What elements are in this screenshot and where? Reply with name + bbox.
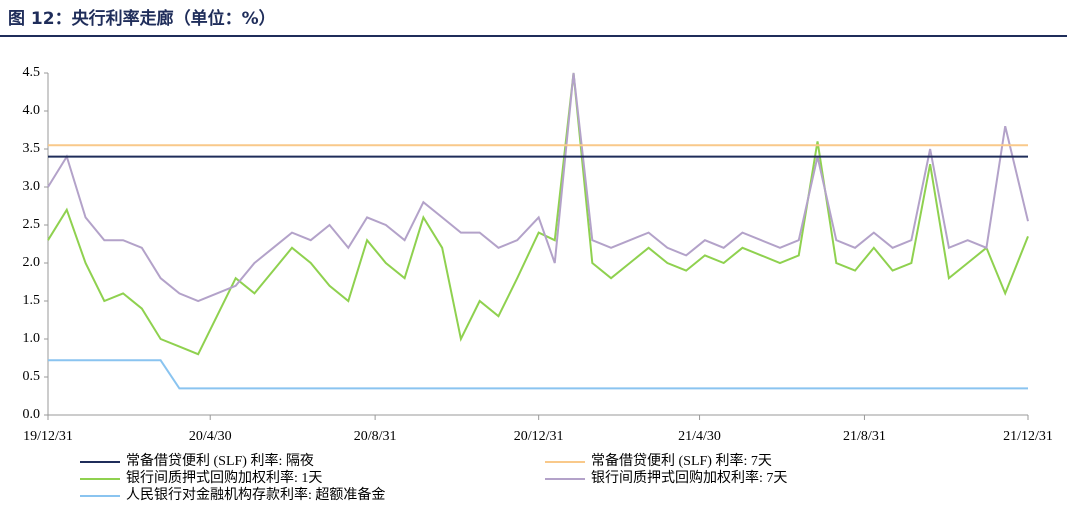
legend-label: 人民银行对金融机构存款利率: 超额准备金	[126, 486, 385, 503]
y-tick-label: 4.5	[23, 65, 41, 80]
y-tick-label: 4.0	[23, 103, 41, 118]
x-tick-label: 21/8/31	[843, 429, 886, 444]
y-tick-label: 1.0	[23, 331, 41, 346]
x-tick-label: 21/12/31	[1003, 429, 1053, 444]
x-tick-label: 21/4/30	[678, 429, 721, 444]
x-tick-label: 19/12/31	[23, 429, 73, 444]
y-tick-label: 3.0	[23, 179, 41, 194]
y-tick-label: 1.5	[23, 293, 41, 308]
y-tick-label: 0.5	[23, 369, 41, 384]
y-tick-label: 3.5	[23, 141, 41, 156]
series-line	[47, 72, 1029, 303]
legend-label: 银行间质押式回购加权利率: 7天	[591, 469, 787, 486]
legend-label: 常备借贷便利 (SLF) 利率: 7天	[591, 452, 772, 469]
y-tick-label: 0.0	[23, 407, 41, 422]
x-tick-label: 20/12/31	[514, 429, 564, 444]
y-tick-label: 2.0	[23, 255, 41, 270]
legend-label: 银行间质押式回购加权利率: 1天	[126, 469, 322, 486]
series-line	[48, 359, 1028, 390]
series-line	[47, 72, 1029, 356]
y-tick-label: 2.5	[23, 217, 41, 232]
legend-label: 常备借贷便利 (SLF) 利率: 隔夜	[126, 452, 314, 469]
chart-title: 图 12：央行利率走廊（单位：%）	[8, 8, 276, 29]
x-tick-label: 20/4/30	[189, 429, 232, 444]
x-tick-label: 20/8/31	[354, 429, 397, 444]
